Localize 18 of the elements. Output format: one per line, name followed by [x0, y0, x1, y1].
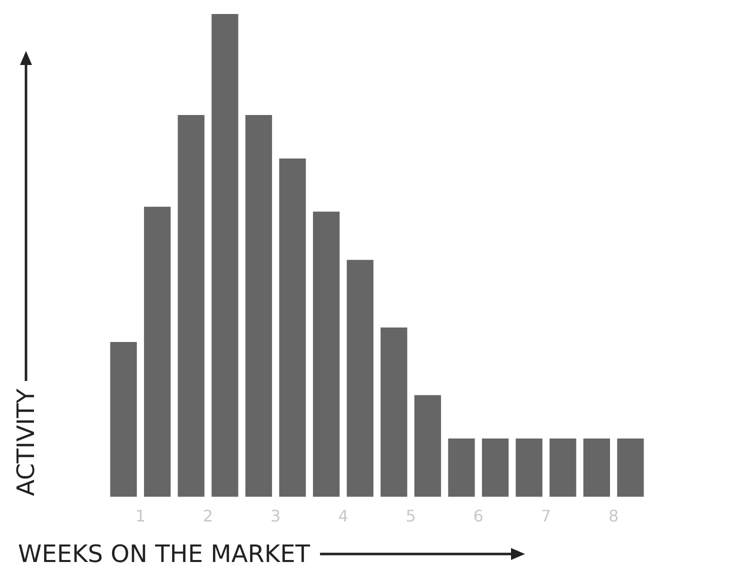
bar [617, 438, 644, 497]
bar [550, 438, 576, 497]
x-axis-title: WEEKS ON THE MARKET [18, 540, 310, 568]
bar [482, 438, 509, 497]
bar [245, 115, 272, 497]
bar [110, 342, 137, 497]
bar [178, 115, 204, 497]
bar [516, 438, 542, 497]
bar [144, 206, 171, 497]
bar [279, 158, 306, 497]
bar [583, 438, 610, 497]
bar [212, 14, 238, 497]
y-axis-title: ACTIVITY [12, 388, 40, 496]
bar [312, 212, 340, 497]
bar [346, 260, 374, 497]
bar [448, 438, 475, 497]
bar [414, 395, 442, 497]
bar [380, 327, 408, 497]
